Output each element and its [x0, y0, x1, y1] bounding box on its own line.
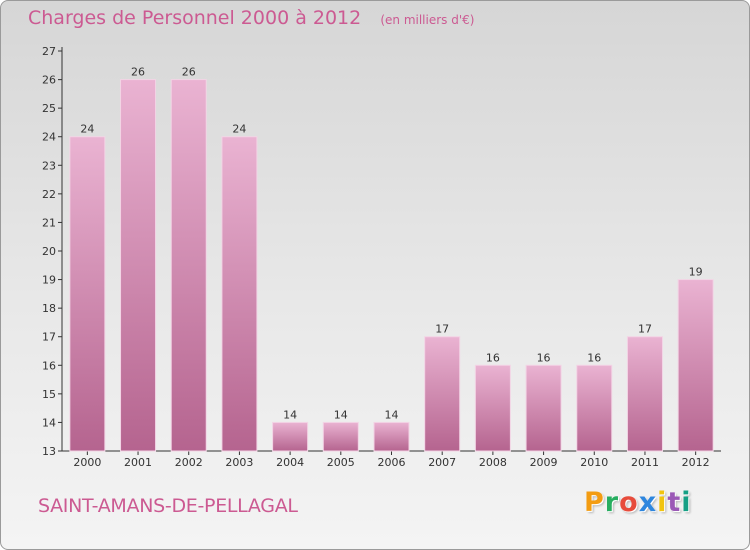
- bar: [272, 421, 309, 452]
- bar: [221, 136, 258, 452]
- data-label: 16: [486, 351, 500, 364]
- x-tick-label: 2001: [124, 456, 152, 469]
- data-label: 17: [435, 323, 449, 336]
- x-tick-label: 2012: [682, 456, 710, 469]
- proxiti-logo: Proxiti: [584, 487, 692, 518]
- y-tick-label: 23: [42, 159, 56, 172]
- x-tick-label: 2004: [276, 456, 304, 469]
- logo-letter: i: [657, 487, 668, 518]
- y-tick-label: 27: [42, 45, 56, 58]
- data-label: 19: [689, 266, 703, 279]
- logo-letter: t: [667, 487, 682, 518]
- data-label: 17: [638, 323, 652, 336]
- bar: [626, 336, 663, 452]
- data-label: 16: [537, 351, 551, 364]
- y-tick-label: 14: [42, 416, 56, 429]
- x-tick-label: 2009: [530, 456, 558, 469]
- x-tick-label: 2006: [378, 456, 406, 469]
- chart-title: Charges de Personnel 2000 à 2012: [28, 7, 362, 29]
- x-tick-label: 2005: [327, 456, 355, 469]
- data-label: 14: [334, 408, 348, 421]
- x-tick-label: 2008: [479, 456, 507, 469]
- logo-letter: r: [604, 487, 620, 518]
- y-tick-label: 21: [42, 216, 56, 229]
- y-tick-label: 16: [42, 359, 56, 372]
- y-tick-label: 17: [42, 331, 56, 344]
- y-tick-label: 22: [42, 188, 56, 201]
- y-tick-label: 25: [42, 102, 56, 115]
- data-label: 14: [283, 408, 297, 421]
- bar: [170, 79, 207, 452]
- y-tick-label: 26: [42, 74, 56, 87]
- bar: [424, 336, 461, 452]
- data-label: 26: [182, 66, 196, 79]
- y-tick-label: 24: [42, 131, 56, 144]
- y-tick-label: 19: [42, 274, 56, 287]
- logo-letter: o: [619, 487, 639, 518]
- data-label: 24: [80, 123, 94, 136]
- bar: [69, 136, 106, 452]
- data-label: 14: [385, 408, 399, 421]
- labels: 2000 24 2001 26 2002 26 2003 24 2004 14 2005 14 2006…: [73, 66, 709, 469]
- y-tick-label: 13: [42, 445, 56, 458]
- bar: [677, 279, 714, 452]
- bar: [373, 421, 410, 452]
- x-tick-label: 2011: [631, 456, 659, 469]
- bars: [69, 79, 714, 452]
- logo-letter: x: [638, 487, 658, 518]
- data-label: 16: [587, 351, 601, 364]
- commune-name: SAINT-AMANS-DE-PELLAGAL: [38, 495, 298, 517]
- x-tick-label: 2000: [73, 456, 101, 469]
- data-label: 26: [131, 66, 145, 79]
- bar: [120, 79, 157, 452]
- x-tick-label: 2007: [428, 456, 456, 469]
- logo-letter: P: [584, 487, 605, 518]
- y-tick-label: 18: [42, 302, 56, 315]
- bar: [322, 421, 359, 452]
- title-row: Charges de Personnel 2000 à 2012 (en mil…: [28, 7, 474, 29]
- x-tick-label: 2003: [225, 456, 253, 469]
- bar: [576, 364, 613, 452]
- data-label: 24: [232, 123, 246, 136]
- bar: [525, 364, 562, 452]
- y-tick-label: 15: [42, 388, 56, 401]
- bar: [474, 364, 511, 452]
- y-tick-label: 20: [42, 245, 56, 258]
- logo-letter: i: [681, 487, 692, 518]
- x-tick-label: 2002: [175, 456, 203, 469]
- x-tick-label: 2010: [580, 456, 608, 469]
- chart-subtitle: (en milliers d'€): [380, 13, 475, 27]
